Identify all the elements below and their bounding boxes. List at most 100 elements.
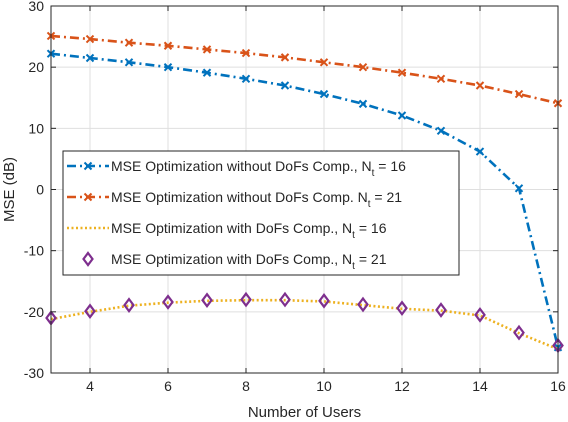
- series-2-point: [319, 58, 329, 67]
- series-2-point: [85, 34, 95, 44]
- marker-stroke: [163, 62, 173, 72]
- legend-marker-sample: [83, 192, 93, 202]
- marker-stroke: [436, 126, 446, 135]
- marker-stroke: [85, 34, 95, 44]
- marker-stroke: [319, 58, 329, 67]
- series-2-point: [397, 68, 407, 77]
- series-4-point: [357, 296, 369, 313]
- series-4-point: [513, 324, 525, 341]
- marker-stroke: [85, 53, 95, 63]
- x-tick-label: 16: [550, 378, 566, 394]
- series-4-point: [435, 302, 447, 318]
- series-1-point: [202, 68, 212, 77]
- marker-stroke: [358, 62, 368, 72]
- x-axis-label: Number of Users: [248, 404, 361, 421]
- marker-stroke: [514, 184, 524, 193]
- series-1-point: [475, 147, 485, 156]
- legend-box: [62, 150, 460, 276]
- series-4-point: [396, 300, 408, 316]
- legend-item-1: MSE Optimization without DoFs Comp., Nt …: [67, 158, 406, 179]
- series-3: [50, 298, 559, 351]
- marker-stroke: [241, 48, 251, 58]
- marker-stroke: [475, 147, 485, 156]
- marker-stroke: [163, 41, 173, 50]
- marker-stroke: [436, 74, 446, 83]
- legend-label-main: MSE Optimization without DoFs Comp., N: [111, 158, 372, 174]
- series-4-point: [240, 291, 252, 308]
- axis-ticks: 4 6 8 10 12 14 16 -30 -20 -10 0 10 20 30: [24, 0, 566, 394]
- legend-label-subscript: t: [372, 168, 375, 179]
- legend-label-tail: = 21: [355, 251, 387, 267]
- x-tick-label: 6: [164, 378, 172, 394]
- series-2-point: [358, 62, 368, 72]
- legend-item-2: MSE Optimization without DoFs Comp. Nt =…: [67, 189, 402, 210]
- series-2-line: [50, 34, 559, 105]
- data-series: [45, 31, 564, 354]
- legend-label: MSE Optimization with DoFs Comp., Nt = 1…: [111, 220, 387, 241]
- series-1-point: [241, 74, 251, 83]
- y-tick-label: -20: [24, 304, 44, 320]
- legend-label-subscript: t: [352, 230, 355, 241]
- x-tick-label: 4: [86, 378, 94, 394]
- legend-label-tail: = 21: [371, 189, 403, 205]
- marker-stroke: [280, 53, 290, 62]
- y-tick-label: -30: [24, 365, 44, 381]
- marker-stroke: [397, 68, 407, 77]
- legend-label: MSE Optimization without DoFs Comp. Nt =…: [111, 189, 402, 210]
- y-axis-label: MSE (dB): [1, 157, 18, 222]
- legend-label-tail: = 16: [374, 158, 406, 174]
- series-2-point: [163, 41, 173, 50]
- series-3-line: [50, 298, 559, 351]
- marker-stroke: [83, 192, 93, 202]
- series-1-point: [280, 81, 290, 90]
- x-tick-label: 14: [472, 378, 488, 394]
- legend-marker-sample: [82, 251, 94, 267]
- y-tick-label: 0: [36, 182, 44, 198]
- series-2-point: [475, 81, 485, 90]
- y-tick-label: 10: [28, 120, 44, 136]
- series-1-point: [358, 99, 368, 109]
- marker-stroke: [358, 99, 368, 109]
- series-4-point: [123, 297, 135, 313]
- marker-stroke: [514, 89, 524, 99]
- series-4-point: [279, 291, 291, 308]
- legend: MSE Optimization without DoFs Comp., Nt …: [62, 150, 460, 276]
- y-tick-label: -10: [24, 243, 44, 259]
- series-4-point: [162, 294, 174, 310]
- series-2-point: [280, 53, 290, 62]
- marker-stroke: [124, 38, 134, 47]
- legend-label: MSE Optimization without DoFs Comp., Nt …: [111, 158, 406, 179]
- legend-label-main: MSE Optimization with DoFs Comp., N: [111, 251, 352, 267]
- legend-item-4: MSE Optimization with DoFs Comp., Nt = 2…: [82, 251, 387, 272]
- series-2-point: [202, 45, 212, 54]
- legend-item-3: MSE Optimization with DoFs Comp., Nt = 1…: [67, 220, 387, 241]
- marker-stroke: [83, 161, 93, 171]
- marker-stroke: [202, 45, 212, 54]
- marker-stroke: [319, 89, 329, 99]
- series-2-point: [514, 89, 524, 99]
- marker-stroke: [124, 58, 134, 67]
- legend-label-subscript: t: [368, 199, 371, 210]
- legend-label: MSE Optimization with DoFs Comp., Nt = 2…: [111, 251, 387, 272]
- marker-stroke: [241, 74, 251, 83]
- series-4-point: [201, 292, 213, 309]
- marker-stroke: [202, 68, 212, 77]
- series-1-point: [124, 58, 134, 67]
- series-2-point: [124, 38, 134, 47]
- marker-stroke: [475, 81, 485, 90]
- marker-stroke: [397, 111, 407, 120]
- x-tick-label: 10: [316, 378, 332, 394]
- legend-label-tail: = 16: [355, 220, 387, 236]
- y-tick-label: 30: [28, 0, 44, 14]
- series-2-point: [436, 74, 446, 83]
- series-1-point: [514, 184, 524, 193]
- series-1-point: [85, 53, 95, 63]
- x-tick-label: 8: [242, 378, 250, 394]
- series-1-point: [397, 111, 407, 120]
- series-4-point: [474, 307, 486, 323]
- series-2-point: [241, 48, 251, 58]
- series-4-point: [84, 303, 96, 320]
- legend-label-main: MSE Optimization with DoFs Comp., N: [111, 220, 352, 236]
- legend-label-subscript: t: [352, 261, 355, 272]
